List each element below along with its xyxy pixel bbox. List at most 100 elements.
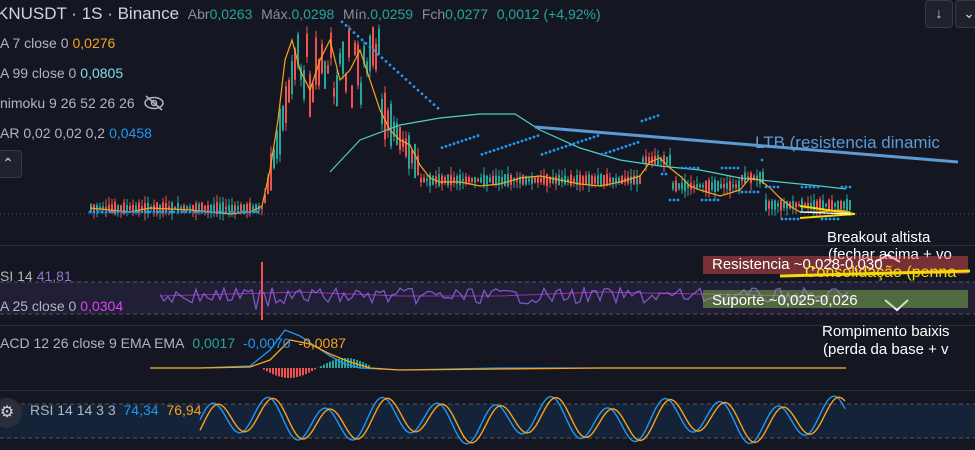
sar-dot (112, 210, 116, 214)
candle-body (426, 178, 428, 182)
candle-body (714, 180, 716, 192)
macd-bar (305, 368, 307, 374)
candle-body (816, 200, 818, 210)
candle-body (774, 200, 776, 210)
sar-dot (508, 143, 512, 147)
ma25-legend[interactable]: A 25 close 0 0,0304 (0, 298, 124, 314)
eye-off-icon[interactable] (143, 95, 165, 114)
sar-dot (468, 136, 472, 140)
candle-body (306, 33, 308, 57)
candle-body (375, 44, 377, 71)
sar-dot (552, 148, 556, 152)
candle-body (708, 180, 710, 192)
candle-body (633, 175, 635, 185)
sar-dot (828, 217, 832, 221)
ma99-line (329, 113, 847, 190)
sar-dot (588, 136, 592, 140)
candle-body (606, 174, 608, 186)
candle-body (735, 184, 737, 188)
macd-legend[interactable]: ACD 12 26 close 9 EMA EMA 0,0017 -0,0070… (0, 335, 346, 351)
sar-dot (668, 198, 672, 202)
candle-body (135, 205, 137, 211)
candle-body (417, 155, 419, 176)
candle-body (99, 206, 101, 210)
sar-dot (220, 210, 224, 214)
macd-bar (335, 359, 337, 368)
sar-dot (456, 140, 460, 144)
ichimoku-legend[interactable]: nimoku 9 26 52 26 26 (0, 95, 169, 114)
candle-body (447, 174, 449, 186)
candle-body (381, 98, 383, 125)
candle-body (177, 202, 179, 214)
more-button[interactable]: ⌄ (955, 0, 975, 28)
ma99-legend[interactable]: A 99 close 0 0,0805 (0, 65, 124, 81)
candle-body (729, 180, 731, 192)
candle-body (234, 205, 236, 211)
candle-body (804, 203, 806, 207)
ma7-legend[interactable]: A 7 close 0 0,0276 (0, 35, 116, 51)
candle-body (282, 105, 284, 131)
candle-body (465, 176, 467, 184)
candle-body (540, 177, 542, 183)
sar-dot (632, 142, 636, 146)
candle-body (528, 178, 530, 182)
candle-body (141, 205, 143, 211)
sar-dot (88, 210, 92, 214)
sar-dot (356, 34, 360, 38)
candle-body (264, 195, 266, 203)
sar-dot (764, 185, 768, 189)
breakout-arrow (874, 253, 901, 263)
sar-dot (660, 172, 664, 176)
candle-body (798, 203, 800, 207)
candle-body (225, 206, 227, 210)
sar-dot (600, 152, 604, 156)
candle-body (246, 203, 248, 213)
sar-dot (368, 45, 372, 49)
rsi-legend[interactable]: SI 14 41,81 (0, 268, 72, 284)
sar-dot (776, 185, 780, 189)
candle-body (360, 82, 362, 105)
candle-body (792, 201, 794, 209)
macd-bar (362, 362, 364, 368)
sar-dot (704, 198, 708, 202)
candle-body (228, 205, 230, 211)
breakdown-arrow (884, 299, 909, 312)
candle-body (822, 200, 824, 210)
candlesticks (90, 24, 851, 221)
candle-body (459, 174, 461, 186)
macd-bar (275, 368, 277, 376)
candle-body (420, 177, 422, 183)
scroll-down-button[interactable]: ↓ (925, 0, 953, 28)
sar-dot (572, 142, 576, 146)
symbol-name[interactable]: KNUSDT · 1S · Binance (0, 4, 180, 23)
sar-legend[interactable]: AR 0,02 0,02 0,2 0,0458 (0, 125, 152, 141)
candle-body (396, 123, 398, 145)
candle-body (681, 182, 683, 190)
candle-body (204, 205, 206, 211)
sar-dot (604, 151, 608, 155)
candle-body (399, 126, 401, 151)
stoch-rsi-legend[interactable]: RSI 14 14 3 3 74,34 76,94 (30, 402, 202, 418)
sar-dot (592, 135, 596, 139)
sar-dot (444, 144, 448, 148)
sar-dot (144, 210, 148, 214)
rsi-line (159, 285, 849, 310)
candle-body (555, 176, 557, 184)
settings-gear-icon[interactable]: ⚙ (0, 398, 22, 428)
candle-body (165, 203, 167, 213)
candle-body (819, 199, 821, 211)
collapse-legend-button[interactable]: ⌃ (0, 150, 22, 178)
candle-body (537, 177, 539, 183)
candle-body (795, 202, 797, 208)
sar-dot (388, 63, 392, 67)
candle-body (762, 172, 764, 184)
candle-body (669, 154, 671, 166)
candle-body (189, 206, 191, 210)
chevron-down-icon: ⌄ (963, 5, 975, 21)
sar-dot (564, 144, 568, 148)
candle-body (450, 174, 452, 186)
candle-body (120, 205, 122, 211)
macd-signal-line (150, 339, 846, 371)
sar-dot (136, 210, 140, 214)
